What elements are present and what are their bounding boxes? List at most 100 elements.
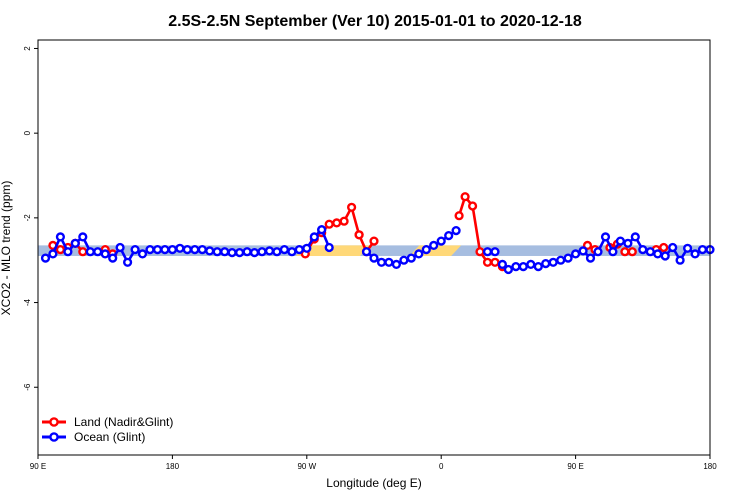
y-tick-label: -4 (23, 298, 32, 306)
data-point (460, 192, 470, 202)
data-point (556, 255, 566, 265)
data-point (653, 249, 663, 259)
data-point (137, 249, 148, 259)
data-point (623, 238, 633, 248)
data-point (347, 202, 357, 212)
data-point (361, 247, 372, 257)
data-point (620, 247, 630, 257)
data-point (659, 242, 669, 253)
data-point (63, 247, 73, 257)
y-tick-label: 0 (23, 130, 32, 135)
series-ocean (40, 225, 715, 275)
y-axis-label: XCO2 - MLO trend (ppm) (0, 181, 13, 316)
data-point (302, 243, 312, 253)
y-tick-label: 2 (23, 46, 32, 51)
data-point (160, 245, 170, 255)
legend-ocean-marker (49, 432, 59, 442)
y-axis: 2 0 -2 -4 -6 (23, 46, 38, 391)
data-point (48, 249, 58, 259)
data-point (630, 232, 640, 242)
data-point (429, 240, 439, 251)
data-point (182, 245, 192, 255)
data-point (563, 253, 573, 263)
data-point (264, 246, 275, 256)
data-point (220, 247, 230, 257)
legend-land-marker (49, 417, 59, 427)
data-point (384, 257, 394, 267)
data-point (369, 236, 379, 246)
data-point (570, 249, 581, 259)
data-point (482, 247, 493, 257)
data-point (490, 257, 500, 267)
data-point (511, 262, 521, 272)
data-point (242, 247, 252, 257)
x-tick-label: 180 (703, 462, 717, 471)
data-point (257, 247, 267, 257)
data-point (454, 211, 464, 221)
data-point (414, 249, 424, 259)
data-point (78, 247, 88, 257)
data-point (608, 247, 618, 257)
data-point (122, 257, 133, 267)
data-point (279, 245, 290, 255)
y-tick-label: -2 (23, 214, 32, 222)
x-tick-label: 0 (439, 462, 444, 471)
data-point (197, 245, 207, 255)
data-point (668, 242, 678, 253)
data-point (332, 218, 342, 228)
data-point (645, 247, 655, 257)
data-point (167, 245, 178, 255)
data-point (475, 247, 485, 257)
data-point (482, 257, 493, 267)
data-point (287, 247, 297, 257)
data-point (533, 262, 543, 272)
data-point (55, 245, 66, 255)
data-point (205, 246, 215, 256)
data-point (578, 246, 588, 256)
data-point (369, 253, 379, 263)
data-point (354, 230, 364, 240)
x-axis-label: Longitude (deg E) (326, 476, 421, 490)
data-point (78, 232, 88, 242)
data-point (55, 232, 66, 242)
data-point (593, 247, 603, 257)
data-point (85, 247, 95, 257)
data-point (324, 219, 334, 229)
data-point (541, 259, 551, 269)
legend: Land (Nadir&Glint) Ocean (Glint) (42, 415, 173, 444)
data-point (235, 248, 245, 258)
data-point (638, 245, 648, 255)
y-tick-label: -6 (23, 383, 32, 391)
data-point (294, 245, 304, 255)
data-point (115, 242, 125, 253)
data-point (444, 231, 454, 241)
plot-frame (37, 39, 711, 456)
data-point (227, 248, 237, 258)
x-tick-label: 180 (166, 462, 180, 471)
data-point (675, 255, 685, 265)
data-point (249, 248, 260, 258)
data-point (339, 216, 349, 226)
data-point (660, 251, 670, 261)
chart-title: 2.5S-2.5N September (Ver 10) 2015-01-01 … (168, 13, 582, 30)
data-point (324, 242, 334, 253)
data-point (190, 245, 200, 255)
data-point (600, 232, 611, 242)
data-point (526, 259, 536, 270)
land-band-segment-0 (295, 245, 371, 256)
data-point (309, 232, 319, 242)
legend-land-label: Land (Nadir&Glint) (74, 415, 173, 429)
ocean-band (38, 245, 710, 256)
data-point (399, 255, 409, 265)
data-point (70, 238, 80, 248)
x-tick-label: 90 E (567, 462, 583, 471)
data-point (468, 201, 478, 211)
data-point (451, 226, 461, 236)
data-point (582, 240, 593, 251)
data-point (436, 236, 446, 246)
data-point (175, 243, 185, 253)
data-point (212, 247, 222, 257)
data-point (272, 247, 282, 257)
data-point (690, 249, 700, 259)
